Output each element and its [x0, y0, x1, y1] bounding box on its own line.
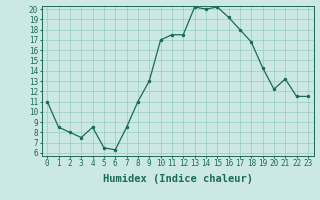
X-axis label: Humidex (Indice chaleur): Humidex (Indice chaleur)	[103, 174, 252, 184]
